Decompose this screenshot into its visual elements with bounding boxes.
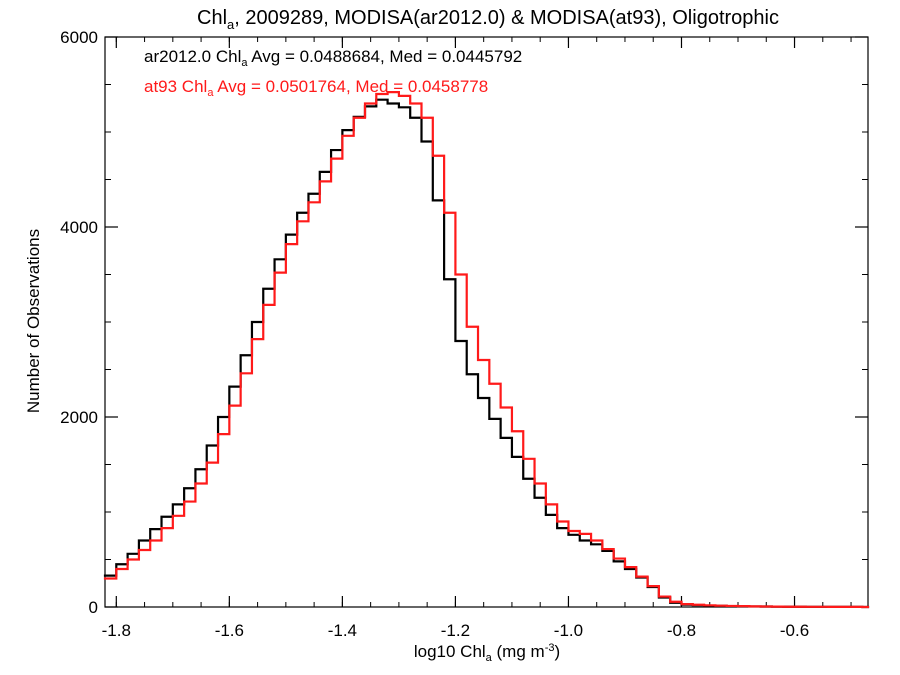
x-tick-label: -1.4 [328,621,357,640]
legend-entry-at93-subscript: a [207,87,214,99]
x-axis-label-superscript: -3 [545,642,555,654]
x-axis-label-close: ) [554,642,560,661]
y-axis-label: Number of Observations [24,229,43,413]
chart-title-subscript: a [227,17,235,32]
x-tick-label: -1.0 [554,621,583,640]
x-axis-label: log10 Chla (mg m-3) [414,642,560,664]
legend-entry-at93-stats: Avg = 0.0501764, Med = 0.0458778 [213,77,488,96]
chart-title: Chla, 2009289, MODISA(ar2012.0) & MODISA… [197,7,779,32]
series-line-at93 [103,91,870,609]
legend-entry-ar2012-main: ar2012.0 Chl [144,47,241,66]
chart-title-main: Chl [197,7,227,29]
axes-group: -1.8 -1.6 -1.4 -1.2 -1.0 -0.8 -0.6 0 2000 4000 600… [60,28,869,640]
x-tick-label: -1.2 [441,621,470,640]
legend: ar2012.0 Chla Avg = 0.0488684, Med = 0.0… [144,47,522,99]
legend-entry-ar2012: ar2012.0 Chla Avg = 0.0488684, Med = 0.0… [144,47,522,69]
x-tick-label: -0.8 [667,621,696,640]
y-tick-label: 0 [89,598,98,617]
x-axis-label-units: (mg m [492,642,545,661]
legend-entry-at93-main: at93 Chl [144,77,207,96]
x-tick-label: -1.8 [102,621,131,640]
y-axis-label-group: Number of Observations [24,229,43,413]
y-tick-label: 2000 [60,408,98,427]
x-axis-label-main: log10 Chl [414,642,486,661]
legend-entry-ar2012-subscript: a [241,57,248,69]
x-tick-label: -1.6 [215,621,244,640]
x-tick-label: -0.6 [780,621,809,640]
legend-entry-at93: at93 Chla Avg = 0.0501764, Med = 0.04587… [144,77,488,99]
x-axis-label-subscript: a [486,652,493,664]
series-layer [103,91,870,609]
y-tick-label: 4000 [60,218,98,237]
y-tick-label: 6000 [60,28,98,47]
legend-entry-ar2012-stats: Avg = 0.0488684, Med = 0.0445792 [247,47,522,66]
chart-title-rest: , 2009289, MODISA(ar2012.0) & MODISA(at9… [234,7,779,29]
